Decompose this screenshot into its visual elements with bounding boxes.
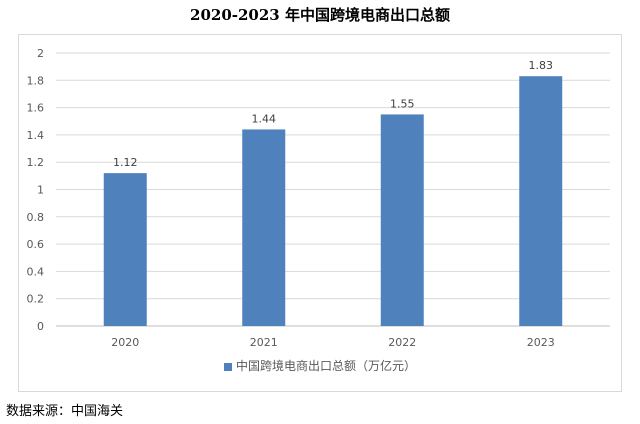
legend: 中国跨境电商出口总额（万亿元） (0, 357, 640, 374)
bar-2020 (103, 173, 147, 326)
data-label-2021: 1.44 (252, 112, 277, 125)
bar-2021 (242, 129, 286, 326)
y-tick-label: 0.4 (27, 265, 45, 278)
chart-frame (18, 34, 622, 392)
x-tick-label-2023: 2023 (527, 336, 555, 349)
y-tick-label: 1.6 (27, 102, 45, 115)
x-tick-label-2022: 2022 (388, 336, 416, 349)
y-tick-label: 0 (37, 320, 44, 333)
y-tick-label: 1.8 (27, 74, 45, 87)
y-tick-label: 1.2 (27, 156, 45, 169)
legend-label: 中国跨境电商出口总额（万亿元） (235, 359, 416, 373)
data-label-2020: 1.12 (113, 156, 138, 169)
data-label-2022: 1.55 (390, 97, 415, 110)
bar-2022 (380, 114, 424, 326)
y-tick-label: 2 (37, 47, 44, 60)
y-tick-label: 0.2 (27, 293, 45, 306)
x-tick-label-2020: 2020 (111, 336, 139, 349)
x-tick-label-2021: 2021 (250, 336, 278, 349)
bar-2023 (519, 76, 563, 326)
chart-title: 2020-2023 年中国跨境电商出口总额 (190, 6, 450, 24)
y-tick-label: 0.8 (27, 211, 45, 224)
y-tick-label: 1 (37, 184, 44, 197)
y-tick-label: 0.6 (27, 238, 45, 251)
y-tick-label: 1.4 (27, 129, 45, 142)
legend-swatch (223, 362, 232, 371)
data-label-2023: 1.83 (529, 59, 554, 72)
data-source: 数据来源：中国海关 (6, 404, 124, 419)
